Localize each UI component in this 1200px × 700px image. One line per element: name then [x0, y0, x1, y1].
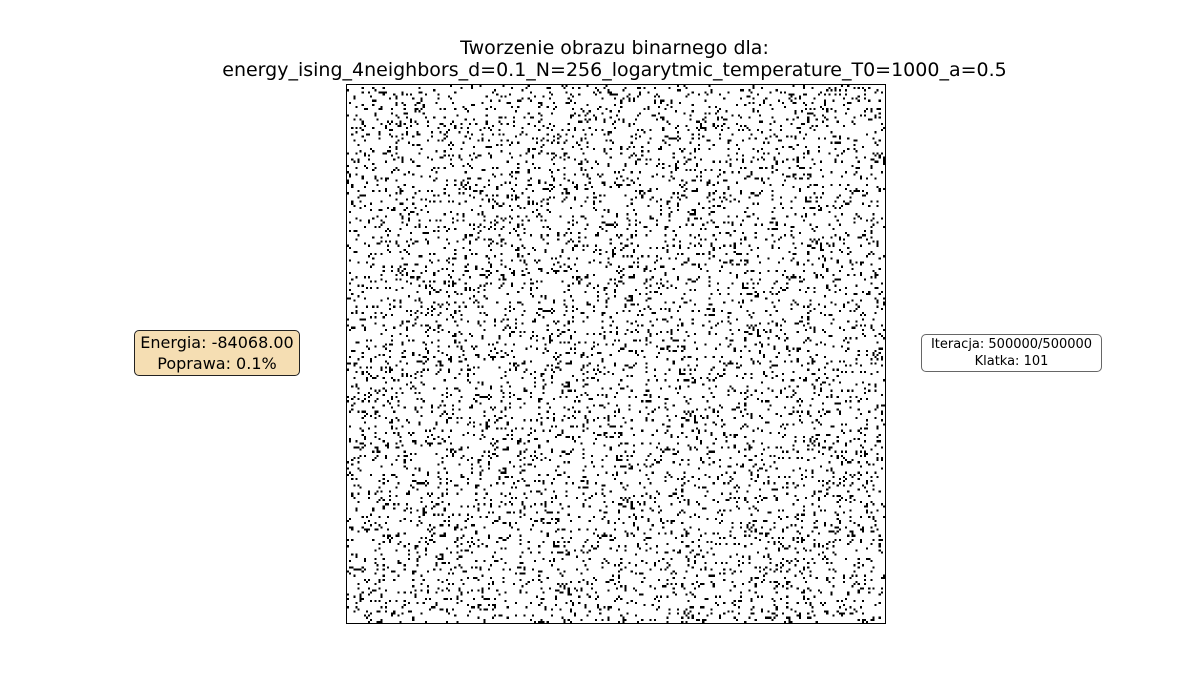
binary-image-frame [346, 84, 886, 624]
figure-title-line-1: Tworzenie obrazu binarnego dla: [460, 37, 769, 59]
iteration-info-box: Iteracja: 500000/500000 Klatka: 101 [921, 334, 1102, 372]
frame-value: Klatka: 101 [974, 354, 1049, 369]
energy-info-box: Energia: -84068.00 Poprawa: 0.1% [134, 330, 300, 376]
energy-value: Energia: -84068.00 [140, 333, 294, 352]
binary-image-canvas [347, 85, 885, 623]
figure-title-line-2: energy_ising_4neighbors_d=0.1_N=256_loga… [222, 59, 1007, 81]
improvement-value: Poprawa: 0.1% [157, 354, 277, 373]
iteration-value: Iteracja: 500000/500000 [930, 337, 1093, 352]
